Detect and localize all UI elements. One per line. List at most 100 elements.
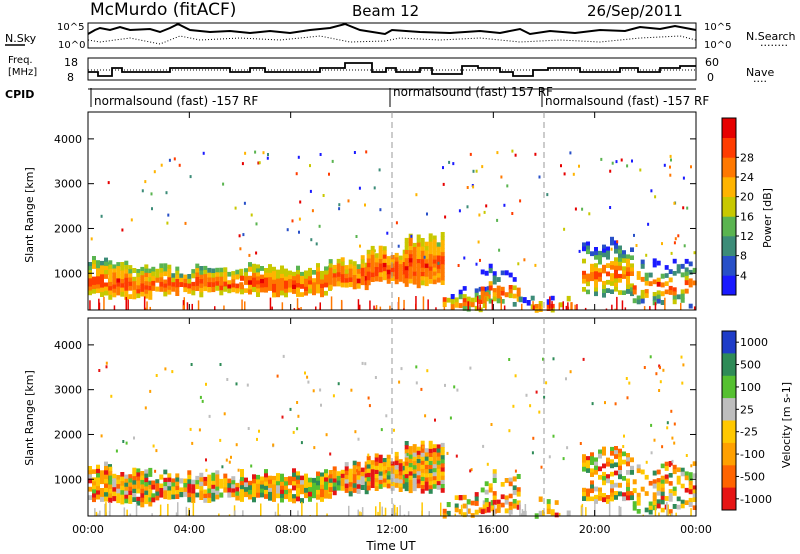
x-tick-label: 16:00 — [477, 523, 509, 536]
scatter-cell — [436, 251, 441, 257]
scatter-cell — [370, 263, 375, 269]
scatter-speckle — [292, 430, 295, 434]
scatter-cell — [260, 278, 264, 284]
scatter-cell — [626, 491, 630, 496]
scatter-cell — [108, 475, 113, 481]
scatter-speckle — [105, 365, 108, 369]
scatter-cell — [594, 283, 598, 288]
scatter-speckle — [298, 230, 300, 234]
scatter-cell — [187, 278, 192, 285]
scatter-cell — [304, 290, 308, 296]
scatter-cell — [488, 281, 493, 287]
scatter-cell — [478, 299, 483, 304]
scatter-cell — [408, 278, 413, 284]
scatter-cell — [618, 457, 622, 463]
scatter-speckle — [680, 355, 683, 359]
scatter-cell — [124, 494, 129, 500]
scatter-cell — [128, 265, 133, 270]
scatter-cell — [120, 279, 125, 284]
scatter-speckle — [545, 381, 548, 385]
scatter-speckle — [258, 161, 261, 165]
scatter-cell — [398, 268, 403, 274]
scatter-cell — [440, 471, 445, 477]
scatter-cell — [195, 484, 200, 490]
scatter-spike — [123, 507, 126, 516]
scatter-cell — [390, 255, 395, 260]
scatter-cell — [344, 488, 349, 493]
scatter-cell — [96, 284, 100, 289]
scatter-speckle — [682, 176, 685, 180]
scatter-spike — [494, 504, 496, 516]
scatter-cell — [348, 482, 353, 488]
scatter-cell — [582, 287, 586, 292]
scatter-spike — [421, 502, 423, 516]
scatter-cell — [436, 255, 441, 261]
scatter-cell — [320, 283, 324, 289]
scatter-cell — [92, 485, 96, 490]
scatter-speckle — [332, 394, 335, 398]
scatter-cell — [260, 484, 264, 490]
scatter-cell — [590, 276, 594, 282]
scatter-cell — [151, 480, 156, 486]
scatter-cell — [424, 460, 429, 466]
scatter-spike — [103, 296, 105, 310]
scatter-cell — [688, 261, 693, 267]
scatter-cell — [610, 488, 614, 494]
scatter-cell — [474, 305, 479, 311]
scatter-cell — [610, 265, 614, 270]
scatter-cell — [151, 280, 156, 287]
scatter-cell — [684, 288, 689, 294]
scatter-speckle — [614, 402, 617, 406]
scatter-cell — [660, 475, 665, 481]
scatter-speckle — [686, 206, 689, 210]
scatter-cell — [640, 469, 645, 475]
scatter-cell — [626, 487, 630, 492]
scatter-speckle — [205, 468, 208, 472]
scatter-cell — [594, 461, 598, 467]
scatter-cell — [276, 477, 280, 482]
scatter-cell — [424, 276, 429, 282]
scatter-cell — [356, 283, 361, 289]
scatter-cell — [428, 245, 433, 251]
scatter-cell — [632, 298, 637, 304]
scatter-cell — [324, 282, 328, 288]
scatter-cell — [508, 289, 513, 294]
scatter-speckle — [610, 247, 613, 251]
scatter-cell — [404, 254, 409, 259]
scatter-speckle — [282, 354, 285, 358]
scatter-cell — [296, 283, 300, 289]
scatter-speckle — [535, 390, 538, 394]
scatter-cell — [420, 456, 425, 462]
scatter-cell — [440, 488, 445, 493]
scatter-cell — [610, 471, 614, 477]
scatter-spike — [242, 510, 244, 516]
scatter-cell — [404, 258, 409, 263]
scatter-cell — [516, 504, 521, 510]
scatter-cell — [672, 271, 677, 276]
x-tick-label: 04:00 — [173, 523, 205, 536]
scatter-speckle — [226, 378, 229, 381]
scatter-cell — [240, 284, 244, 290]
scatter-cell — [112, 272, 117, 278]
scatter-cell — [590, 456, 594, 461]
scatter-cell — [640, 294, 645, 300]
scatter-cell — [120, 270, 125, 276]
scatter-cell — [128, 474, 133, 479]
scatter-cell — [104, 274, 108, 279]
scatter-cell — [240, 469, 244, 474]
scatter-cell — [175, 473, 180, 479]
scatter-cell — [594, 279, 598, 284]
scatter-speckle — [639, 168, 642, 172]
scatter-cell — [148, 268, 153, 274]
scatter-cell — [272, 475, 276, 481]
scatter-cell — [404, 274, 409, 279]
scatter-speckle — [235, 382, 238, 386]
scatter-cell — [264, 477, 268, 483]
scatter-cell — [215, 281, 220, 287]
scatter-cell — [684, 487, 689, 493]
scatter-cell — [412, 477, 417, 483]
scatter-cell — [610, 484, 614, 489]
scatter-cell — [644, 276, 649, 282]
scatter-cell — [386, 256, 391, 262]
